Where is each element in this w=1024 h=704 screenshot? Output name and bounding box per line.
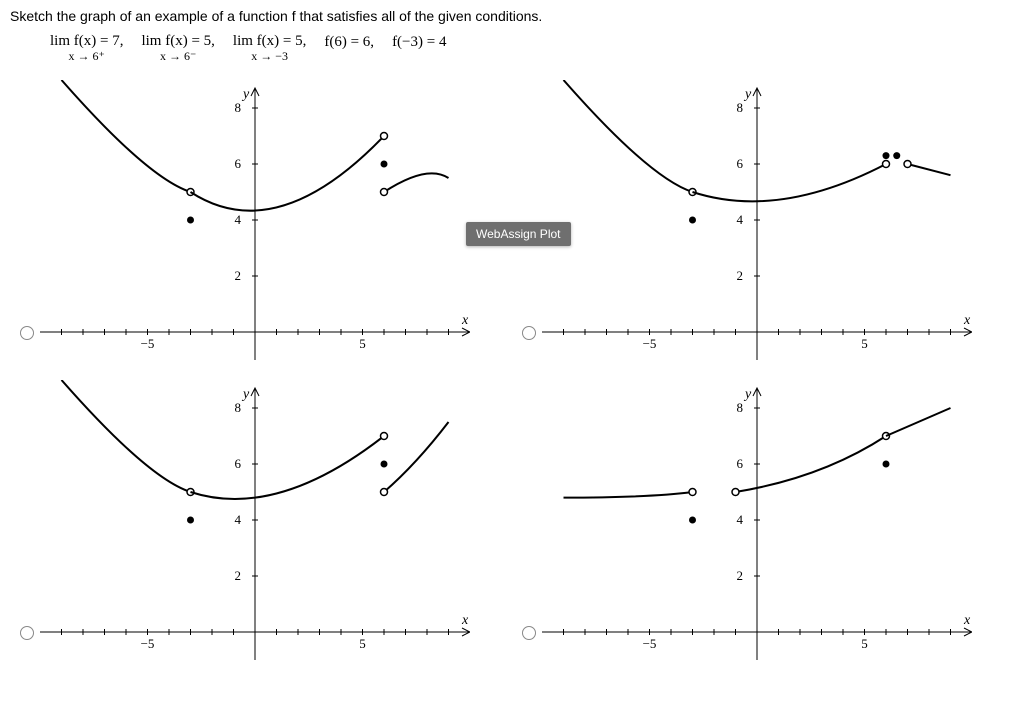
option-A: 2 4 6 8 −5 5 y x: [20, 80, 512, 360]
svg-text:6: 6: [737, 456, 744, 471]
svg-text:4: 4: [737, 512, 744, 527]
svg-text:x: x: [461, 313, 469, 328]
cond-lim1: lim f(x) = 7, x → 6⁺: [50, 34, 123, 62]
svg-text:y: y: [241, 387, 250, 402]
svg-text:x: x: [963, 313, 971, 328]
svg-text:−5: −5: [141, 336, 155, 351]
option-B: 2 4 6 8 −5 5 y x: [522, 80, 1014, 360]
plot-C: 2 4 6 8 −5 5 y x: [40, 380, 470, 660]
question-text: Sketch the graph of an example of a func…: [10, 8, 1014, 24]
svg-text:8: 8: [235, 400, 242, 415]
svg-text:y: y: [743, 387, 752, 402]
graphs-grid: 2 4 6 8 −5 5 y x 2 4 6 8 −5 5 y x 2 4 6 8 −5 5 y x 2 4 6 8 −5 5 y x: [10, 80, 1014, 660]
svg-text:8: 8: [235, 100, 242, 115]
svg-text:2: 2: [235, 268, 242, 283]
radio-C[interactable]: [20, 626, 34, 640]
svg-text:6: 6: [235, 456, 242, 471]
svg-text:4: 4: [235, 212, 242, 227]
cond-f6: f(6) = 6,: [324, 34, 374, 51]
lim3-bot: x → −3: [251, 50, 288, 63]
svg-text:2: 2: [737, 268, 744, 283]
svg-text:2: 2: [235, 568, 242, 583]
svg-text:5: 5: [359, 636, 366, 651]
cond-lim2: lim f(x) = 5, x → 6⁻: [141, 34, 214, 62]
option-D: 2 4 6 8 −5 5 y x: [522, 380, 1014, 660]
lim2-bot: x → 6⁻: [160, 50, 196, 63]
svg-text:x: x: [461, 613, 469, 628]
cond-fm3: f(−3) = 4: [392, 34, 446, 51]
conditions-row: lim f(x) = 7, x → 6⁺ lim f(x) = 5, x → 6…: [50, 34, 1014, 62]
svg-text:2: 2: [737, 568, 744, 583]
svg-text:8: 8: [737, 400, 744, 415]
cond-lim3: lim f(x) = 5, x → −3: [233, 34, 306, 62]
plot-B: 2 4 6 8 −5 5 y x: [542, 80, 972, 360]
svg-text:8: 8: [737, 100, 744, 115]
svg-text:5: 5: [861, 336, 868, 351]
svg-text:4: 4: [737, 212, 744, 227]
lim2-top: lim f(x) = 5,: [141, 34, 214, 50]
svg-text:6: 6: [235, 156, 242, 171]
svg-text:−5: −5: [141, 636, 155, 651]
lim3-top: lim f(x) = 5,: [233, 34, 306, 50]
svg-text:y: y: [241, 87, 250, 102]
plot-D: 2 4 6 8 −5 5 y x: [542, 380, 972, 660]
svg-text:y: y: [743, 87, 752, 102]
svg-text:−5: −5: [643, 636, 657, 651]
svg-text:−5: −5: [643, 336, 657, 351]
radio-D[interactable]: [522, 626, 536, 640]
svg-text:x: x: [963, 613, 971, 628]
option-C: 2 4 6 8 −5 5 y x: [20, 380, 512, 660]
svg-text:4: 4: [235, 512, 242, 527]
lim1-bot: x → 6⁺: [69, 50, 105, 63]
radio-A[interactable]: [20, 326, 34, 340]
svg-text:6: 6: [737, 156, 744, 171]
svg-text:5: 5: [861, 636, 868, 651]
radio-B[interactable]: [522, 326, 536, 340]
svg-text:5: 5: [359, 336, 366, 351]
plot-A: 2 4 6 8 −5 5 y x: [40, 80, 470, 360]
lim1-top: lim f(x) = 7,: [50, 34, 123, 50]
